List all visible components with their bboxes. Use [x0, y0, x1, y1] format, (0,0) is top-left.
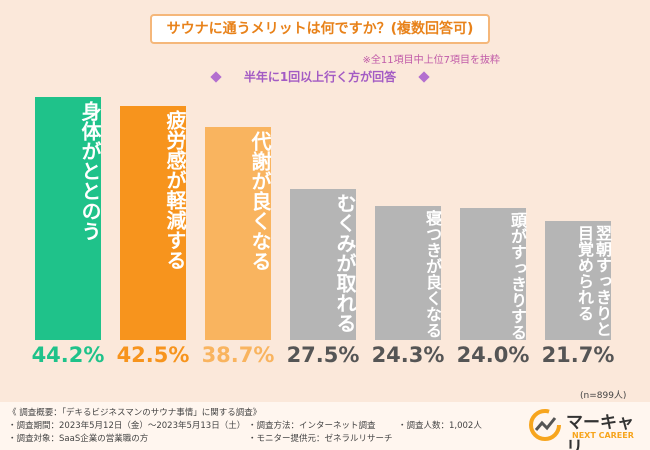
category-label: 身体がととのう — [78, 100, 102, 241]
chart-title: サウナに通うメリットは何ですか？(複数回答可) — [150, 14, 490, 44]
footer: 《 調査概要：「デキるビジネスマンのサウナ事情」に関する調査》 ・調査期間：20… — [0, 402, 650, 450]
category-label: 頭がすっきりする — [508, 212, 527, 340]
bar: 代謝が良くなる — [205, 127, 272, 340]
value-label: 24.0% — [456, 343, 530, 367]
bar: 頭がすっきりする — [460, 208, 527, 340]
bar: 疲労感が軽減する — [120, 106, 187, 340]
note: ※全11項目中上位7項目を抜粋 — [362, 55, 500, 66]
subtitle: 半年に1回以上行く方が回答 — [243, 70, 397, 84]
category-label: 寝つきが良くなる — [423, 210, 442, 339]
value-label: 21.7% — [541, 343, 615, 367]
footer-heading: 《 調査概要：「デキるビジネスマンのサウナ事情」に関する調査》 — [8, 408, 262, 418]
footer-period: ・調査期間：2023年5月12日（金）～2023年5月13日（土） — [8, 421, 246, 431]
category-label: むくみが取れる — [333, 192, 357, 333]
bar: 翌朝すっきりと目覚められる — [545, 220, 612, 340]
logo-tagline: NEXT CAREER — [572, 431, 634, 440]
category-label: 疲労感が軽減する — [163, 110, 187, 271]
footer-target: ・調査対象：SaaS企業の営業職の方 — [8, 434, 149, 444]
value-label: 44.2% — [31, 343, 105, 367]
bar: むくみが取れる — [290, 188, 357, 340]
bar: 身体がととのう — [35, 96, 102, 340]
category-label: 代謝が良くなる — [248, 131, 272, 272]
value-label: 42.5% — [116, 343, 190, 367]
category-label: 翌朝すっきりと目覚められる — [575, 224, 612, 337]
footer-count: ・調査人数：1,002人 — [398, 421, 482, 431]
value-label: 24.3% — [371, 343, 445, 367]
logo-icon — [529, 409, 561, 441]
logo-name: マーキャリ — [566, 413, 634, 450]
sample-size: (n=899人) — [580, 391, 627, 401]
footer-method: ・調査方法：インターネット調査 — [248, 421, 376, 431]
value-label: 27.5% — [286, 343, 360, 367]
value-label: 38.7% — [201, 343, 275, 367]
footer-provider: ・モニター提供元：ゼネラルリサーチ — [248, 434, 393, 444]
bar: 寝つきが良くなる — [375, 206, 442, 340]
